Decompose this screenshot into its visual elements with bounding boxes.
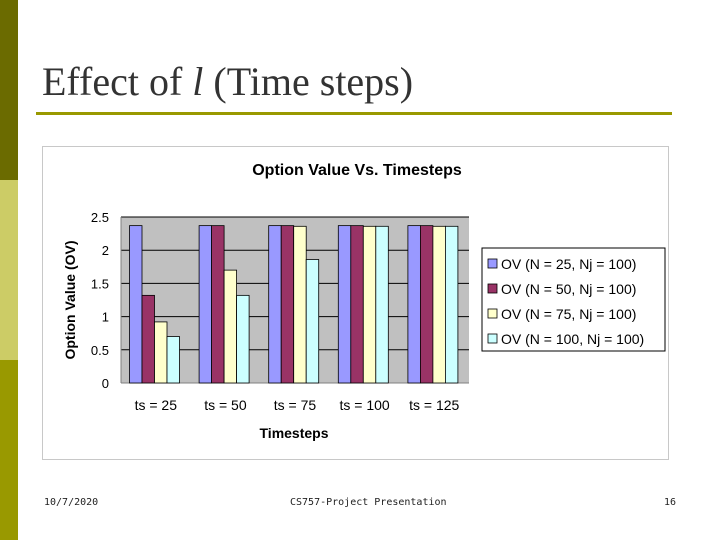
slide-title-variable: l: [192, 59, 204, 104]
bar: [350, 225, 364, 384]
y-tick-label: 2.5: [91, 210, 109, 225]
legend-swatch: [487, 333, 498, 344]
title-underline: [36, 112, 672, 115]
legend-swatch: [487, 283, 498, 294]
x-tick-label: ts = 125: [409, 397, 459, 413]
accent-bar-top: [0, 0, 18, 180]
bar: [198, 225, 213, 384]
footer-date: 10/7/2020: [44, 497, 99, 508]
footer-page-number: 16: [664, 497, 677, 508]
bar: [419, 225, 434, 384]
x-tick-label: ts = 75: [274, 397, 317, 413]
x-axis-title: Timesteps: [260, 425, 329, 441]
legend-label: OV (N = 75, Nj = 100): [501, 306, 636, 322]
y-axis-title: Option Value (OV): [62, 240, 78, 359]
legend-swatch: [487, 258, 498, 269]
footer-presentation-name: CS757-Project Presentation: [290, 497, 447, 508]
x-tick-label: ts = 50: [204, 397, 247, 413]
y-tick-label: 2: [102, 243, 109, 258]
legend-label: OV (N = 50, Nj = 100): [501, 281, 636, 297]
bar: [305, 259, 320, 384]
bar: [432, 225, 446, 384]
bar: [362, 225, 377, 384]
bar: [280, 225, 295, 384]
bar: [375, 225, 389, 384]
bar: [211, 225, 225, 384]
accent-bar-middle: [0, 180, 18, 360]
legend-label: OV (N = 100, Nj = 100): [501, 331, 644, 347]
bar: [268, 225, 282, 384]
bar: [141, 294, 155, 384]
bar: [236, 294, 250, 384]
chart-title: Option Value Vs. Timesteps: [252, 162, 462, 179]
slide-title-prefix: Effect of: [42, 59, 193, 104]
legend-box: [481, 247, 666, 352]
bar: [166, 336, 180, 384]
slide-title-suffix: (Time steps): [203, 59, 414, 104]
x-tick-label: ts = 100: [339, 397, 389, 413]
bar: [337, 225, 352, 384]
x-tick-label: ts = 25: [135, 397, 178, 413]
accent-bar-bottom: [0, 360, 18, 540]
bar: [293, 225, 307, 384]
bar: [407, 225, 421, 384]
bar: [223, 269, 238, 384]
bar: [129, 225, 143, 384]
y-tick-label: 1: [102, 310, 109, 325]
bar: [154, 321, 168, 384]
slide-title: Effect of l (Time steps): [42, 58, 413, 105]
y-tick-label: 0: [102, 376, 109, 391]
legend-swatch: [487, 308, 498, 319]
bar: [444, 225, 459, 384]
y-tick-label: 0.5: [91, 343, 109, 358]
y-tick-label: 1.5: [91, 276, 109, 291]
legend-label: OV (N = 25, Nj = 100): [501, 256, 636, 272]
